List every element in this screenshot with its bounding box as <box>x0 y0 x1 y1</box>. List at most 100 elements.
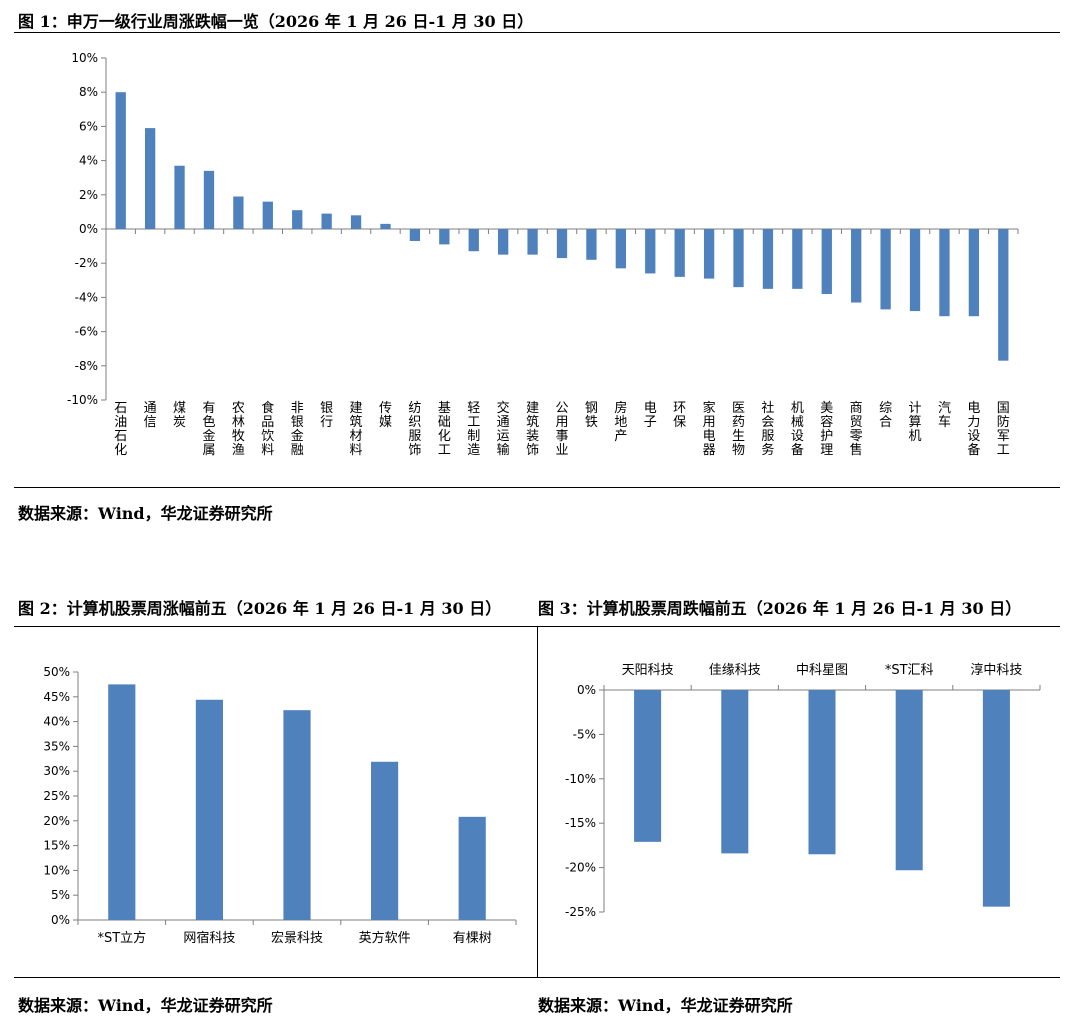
category-label: 天阳科技 <box>622 663 674 678</box>
y-tick-label: -20% <box>565 861 596 875</box>
category-label: 淳中科技 <box>970 662 1022 678</box>
figure-2-3-bottom-rule <box>14 977 1060 978</box>
bar <box>703 229 715 279</box>
bar <box>939 229 950 317</box>
top5-gainers-chart: 0% 5% 10% 15% 20% 25% 30% 35% 40% 45% 50% *ST立方 网宿科技… <box>43 665 517 946</box>
category-label: 电力设备 <box>967 401 980 458</box>
y-tick-label: 15% <box>43 839 70 853</box>
bar <box>821 229 832 294</box>
category-label: 综合 <box>879 401 892 430</box>
y-tick-label: -15% <box>565 816 596 830</box>
bar <box>292 210 303 229</box>
category-label: 医药生物 <box>732 401 745 458</box>
category-label: 建筑装饰 <box>526 401 539 458</box>
figure-1-source: 数据来源：Wind，华龙证券研究所 <box>18 504 273 523</box>
category-label: 有棵树 <box>453 931 492 946</box>
bar <box>645 229 656 274</box>
bar <box>895 690 923 871</box>
bar <box>321 213 332 229</box>
category-label: 汽车 <box>938 401 951 430</box>
figure-1-bottom-rule <box>14 487 1060 488</box>
category-label: 中科星图 <box>796 663 848 678</box>
bar <box>233 196 244 229</box>
bar <box>350 215 362 229</box>
category-label: 英方软件 <box>359 930 411 946</box>
figure-2-source: 数据来源：Wind，华龙证券研究所 <box>18 996 273 1015</box>
bar <box>283 710 311 920</box>
bar <box>409 229 421 241</box>
category-label: 石油石化 <box>114 401 127 458</box>
category-label: 宏景科技 <box>271 931 323 946</box>
y-tick-label: 50% <box>43 665 70 679</box>
category-label: 环保 <box>673 401 686 430</box>
bar <box>115 92 126 229</box>
y-tick-label: 6% <box>79 119 98 133</box>
figure-2-3-divider <box>537 626 538 977</box>
category-label: 基础化工 <box>438 401 451 458</box>
category-label: 非银金融 <box>291 401 304 458</box>
y-tick-label: -25% <box>565 905 596 919</box>
category-label: 银行 <box>320 401 333 430</box>
category-label: 轻工制造 <box>467 401 480 458</box>
y-tick-label: 0% <box>51 913 70 927</box>
y-tick-label: 20% <box>43 814 70 828</box>
y-tick-label: -2% <box>75 256 98 270</box>
category-label: 计算机 <box>909 401 922 444</box>
bar <box>733 229 744 288</box>
bar <box>458 816 486 920</box>
bar <box>762 229 774 289</box>
bar <box>174 165 185 229</box>
bar <box>909 229 921 312</box>
category-label: 食品饮料 <box>261 400 274 458</box>
category-label: 机械设备 <box>791 401 804 458</box>
category-label: 网宿科技 <box>183 930 235 946</box>
bar <box>380 223 391 229</box>
y-tick-label: 2% <box>79 188 98 202</box>
figure-3-title: 图 3：计算机股票周跌幅前五（2026 年 1 月 26 日-1 月 30 日） <box>538 599 1022 618</box>
category-label: 公用事业 <box>555 401 568 458</box>
category-label: *ST汇科 <box>885 663 934 678</box>
category-label: 煤炭 <box>173 401 186 430</box>
bar <box>527 229 538 255</box>
category-label: 商贸零售 <box>850 401 863 458</box>
y-tick-label: -6% <box>75 325 98 339</box>
figure-3-source: 数据来源：Wind，华龙证券研究所 <box>538 996 793 1015</box>
bar <box>982 690 1010 907</box>
bar <box>968 229 980 317</box>
category-label: 美容护理 <box>820 401 833 458</box>
bar <box>262 201 273 229</box>
bar <box>144 128 156 229</box>
category-label: 农林牧渔 <box>232 401 245 458</box>
y-tick-label: 10% <box>71 51 98 65</box>
bar <box>556 229 568 259</box>
bar <box>792 229 803 289</box>
bar <box>998 229 1009 361</box>
y-tick-label: 35% <box>43 739 70 753</box>
category-label: 社会服务 <box>761 400 774 458</box>
y-tick-label: 0% <box>577 683 596 697</box>
bar <box>615 229 626 269</box>
category-label: 有色金属 <box>202 401 215 458</box>
bar <box>721 690 749 854</box>
bar <box>203 170 215 229</box>
category-label: 电子 <box>644 401 657 430</box>
y-tick-label: -5% <box>573 727 596 741</box>
bar <box>634 690 662 842</box>
y-tick-label: 40% <box>43 715 70 729</box>
category-label: 通信 <box>144 401 157 430</box>
y-tick-label: 45% <box>43 690 70 704</box>
category-label: 建筑材料 <box>350 401 363 458</box>
y-tick-label: 0% <box>79 222 98 236</box>
bar <box>468 229 479 252</box>
y-tick-label: 30% <box>43 764 70 778</box>
y-tick-label: 25% <box>43 789 70 803</box>
bar <box>195 699 223 920</box>
bar <box>371 761 399 920</box>
bar <box>851 229 862 303</box>
bar <box>439 229 450 245</box>
bar <box>498 229 509 255</box>
y-tick-label: -10% <box>565 772 596 786</box>
figure-2-title: 图 2：计算机股票周涨幅前五（2026 年 1 月 26 日-1 月 30 日） <box>18 599 502 618</box>
y-tick-label: 10% <box>43 863 70 877</box>
